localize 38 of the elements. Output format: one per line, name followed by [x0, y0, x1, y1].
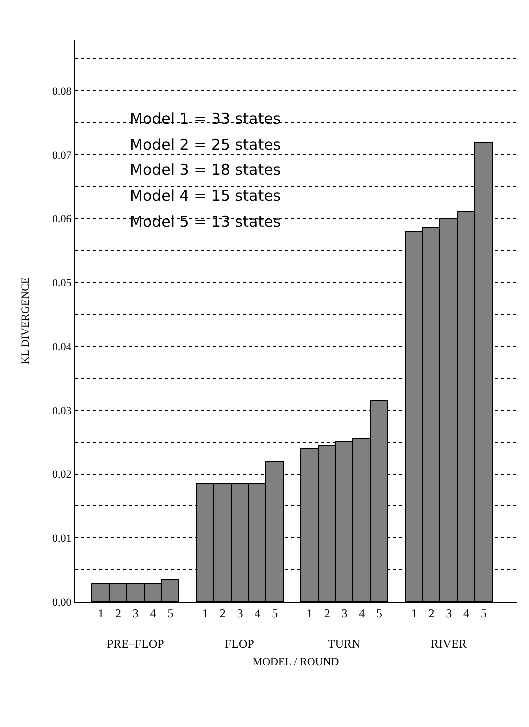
- x-tick-label: 3: [446, 606, 452, 620]
- y-tick-label: 0.04: [52, 341, 72, 354]
- annotation: Model 4 = 15 states: [130, 187, 282, 205]
- x-tick-label: 5: [480, 606, 487, 620]
- x-tick-label: 1: [202, 606, 209, 620]
- annotation: Model 3 = 18 states: [130, 161, 282, 179]
- y-tick-label: 0.03: [52, 405, 72, 418]
- x-tick-label: 3: [342, 606, 348, 620]
- x-tick-label: 2: [220, 606, 226, 620]
- x-tick-label: 3: [132, 606, 139, 620]
- x-tick-label: 2: [324, 606, 330, 620]
- y-tick-label: 0.00: [52, 596, 72, 609]
- x-tick-label: 1: [306, 606, 313, 620]
- x-tick-label: 1: [411, 606, 418, 620]
- text: RIVER: [431, 637, 467, 651]
- text: TURN: [328, 637, 361, 651]
- x-axis-title: MODEL / ROUND: [252, 656, 340, 669]
- y-tick-label: 0.06: [52, 214, 72, 226]
- x-tick-label: 5: [376, 606, 383, 620]
- x-tick-label: 4: [464, 606, 470, 620]
- y-tick-label: 0.02: [52, 469, 72, 482]
- x-tick-label: 4: [359, 606, 366, 620]
- x-tick-label: 2: [116, 606, 122, 620]
- x-tick-label: 4: [150, 606, 156, 620]
- text: PRE–FLOP: [107, 637, 165, 651]
- text: FLOP: [225, 637, 255, 651]
- x-tick-label: 5: [168, 606, 174, 620]
- x-tick-label: 3: [237, 606, 244, 620]
- annotation: Model 2 = 25 states: [130, 136, 282, 154]
- x-tick-label: 4: [254, 606, 261, 620]
- y-tick-label: 0.07: [52, 150, 72, 162]
- x-tick-label: 1: [98, 606, 104, 620]
- x-tick-label: 5: [272, 606, 278, 620]
- y-tick-label: 0.01: [52, 532, 72, 545]
- x-tick-label: 2: [428, 606, 435, 620]
- y-axis-title: KL DIVERGENCE: [20, 277, 32, 365]
- y-tick-label: 0.08: [52, 86, 72, 98]
- y-tick-label: 0.05: [52, 278, 72, 290]
